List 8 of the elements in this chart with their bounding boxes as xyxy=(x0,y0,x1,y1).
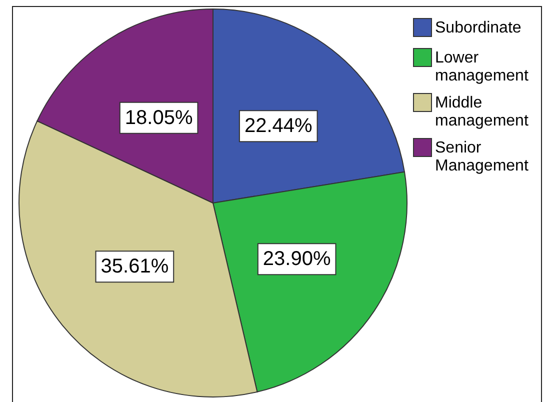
legend-label: Senior Management xyxy=(435,140,529,174)
data-label: 35.61% xyxy=(100,256,169,278)
data-label: 23.90% xyxy=(262,248,331,270)
legend-label: Lower management xyxy=(435,50,529,84)
legend-label: Subordinate xyxy=(435,20,522,36)
legend-label: Middle management xyxy=(435,94,529,130)
data-label: 18.05% xyxy=(124,106,193,129)
data-label: 22.44% xyxy=(244,115,312,138)
